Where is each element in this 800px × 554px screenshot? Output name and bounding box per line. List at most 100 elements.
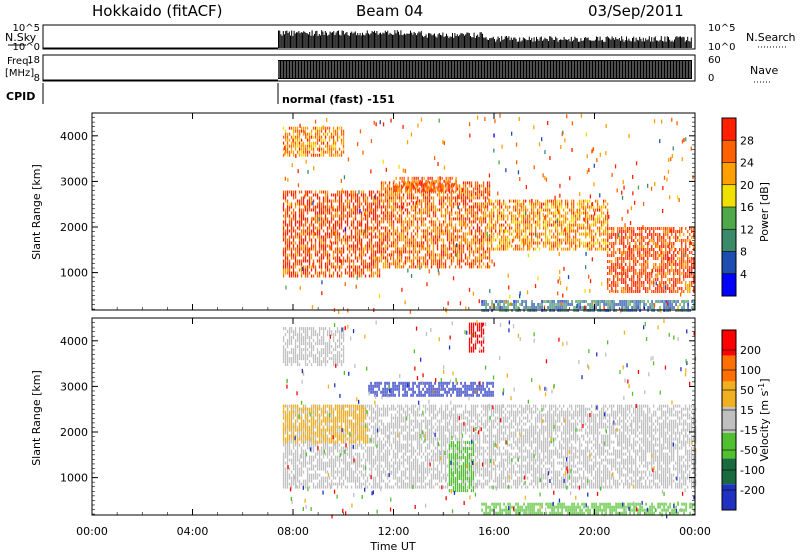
heatmap-cell [438, 223, 441, 227]
heatmap-cell [627, 257, 629, 260]
heatmap-cell [284, 253, 287, 257]
heatmap-cell [322, 190, 325, 194]
heatmap-cell [472, 208, 475, 212]
heatmap-cell [547, 208, 549, 212]
heatmap-cell [384, 250, 387, 254]
heatmap-cell [450, 259, 453, 263]
heatmap-cell [519, 229, 521, 233]
heatmap-cell [677, 257, 679, 260]
noise-sample [587, 37, 589, 48]
heatmap-cell [537, 208, 539, 212]
heatmap-cell [300, 217, 303, 221]
heatmap-cell [420, 223, 423, 227]
heatmap-cell [396, 211, 399, 215]
heatmap-cell [286, 147, 289, 151]
heatmap-cell [633, 245, 635, 248]
heatmap-cell [452, 217, 455, 221]
heatmap-cell [547, 202, 549, 206]
heatmap-cell [649, 254, 651, 257]
heatmap-cell [352, 235, 355, 239]
heatmap-cell [653, 266, 655, 269]
heatmap-cell [501, 300, 503, 303]
heatmap-cell [601, 214, 603, 218]
heatmap-cell [286, 244, 289, 248]
heatmap-cell [474, 259, 477, 263]
heatmap-cell [406, 232, 409, 236]
noise-sample [536, 36, 537, 48]
heatmap-cell [282, 259, 285, 263]
heatmap-cell [394, 241, 397, 245]
heatmap-cell [339, 258, 341, 263]
heatmap-cell [601, 238, 603, 242]
heatmap-cell [308, 238, 311, 242]
heatmap-cell [486, 262, 489, 266]
heatmap-cell [416, 226, 419, 230]
heatmap-cell [310, 135, 313, 139]
heatmap-cell [436, 253, 439, 257]
heatmap-cell [358, 238, 361, 242]
heatmap-cell [458, 202, 461, 206]
heatmap-cell [489, 202, 491, 206]
heatmap-cell [669, 290, 671, 293]
heatmap-cell [400, 202, 403, 206]
heatmap-cell [537, 217, 539, 221]
heatmap-cell [559, 211, 561, 215]
heatmap-cell [322, 250, 325, 254]
heatmap-cell [625, 245, 627, 248]
heatmap-cell [406, 211, 409, 215]
heatmap-cell [537, 223, 539, 227]
heatmap-cell [519, 247, 521, 251]
heatmap-cell [435, 179, 437, 183]
heatmap-cell [625, 275, 627, 278]
heatmap-cell [591, 214, 593, 218]
heatmap-cell [675, 254, 677, 257]
heatmap-cell [643, 284, 645, 287]
heatmap-cell [406, 244, 409, 248]
heatmap-cell [505, 226, 507, 230]
heatmap-cell [659, 227, 661, 230]
heatmap-cell [462, 250, 465, 254]
heatmap-cell [458, 211, 461, 215]
heatmap-cell [657, 239, 659, 242]
heatmap-cell [332, 232, 335, 236]
heatmap-cell [310, 196, 313, 200]
heatmap-cell [320, 153, 323, 157]
heatmap-cell [414, 232, 417, 236]
heatmap-cell [320, 256, 323, 260]
heatmap-cell [338, 265, 341, 269]
heatmap-cell [619, 263, 621, 266]
heatmap-cell [304, 229, 307, 233]
heatmap-cell [576, 208, 578, 213]
heatmap-cell [455, 185, 457, 189]
heatmap-cell [402, 124, 404, 129]
noise-sample [651, 37, 653, 48]
heatmap-cell [306, 190, 309, 194]
heatmap-cell [412, 214, 415, 218]
heatmap-cell [304, 268, 307, 272]
heatmap-cell [597, 303, 599, 306]
heatmap-cell [491, 202, 493, 206]
heatmap-cell [396, 235, 399, 239]
heatmap-cell [669, 281, 671, 284]
heatmap-cell [641, 266, 643, 269]
heatmap-cell [296, 220, 299, 224]
heatmap-cell [306, 153, 309, 157]
heatmap-cell [446, 309, 448, 314]
heatmap-cell [499, 202, 501, 206]
heatmap-cell [597, 220, 599, 224]
heatmap-cell [523, 211, 525, 215]
heatmap-cell [553, 199, 555, 203]
noise-sample [320, 35, 321, 48]
noise-sample [503, 38, 505, 48]
heatmap-cell [681, 272, 683, 275]
heatmap-cell [318, 223, 321, 227]
heatmap-cell [301, 142, 303, 147]
heatmap-cell [436, 241, 439, 245]
heatmap-cell [474, 196, 477, 200]
heatmap-cell [316, 226, 319, 230]
heatmap-cell [318, 256, 321, 260]
heatmap-cell [302, 144, 305, 148]
heatmap-cell [380, 187, 383, 191]
heatmap-cell [651, 227, 653, 230]
heatmap-cell [584, 289, 586, 293]
